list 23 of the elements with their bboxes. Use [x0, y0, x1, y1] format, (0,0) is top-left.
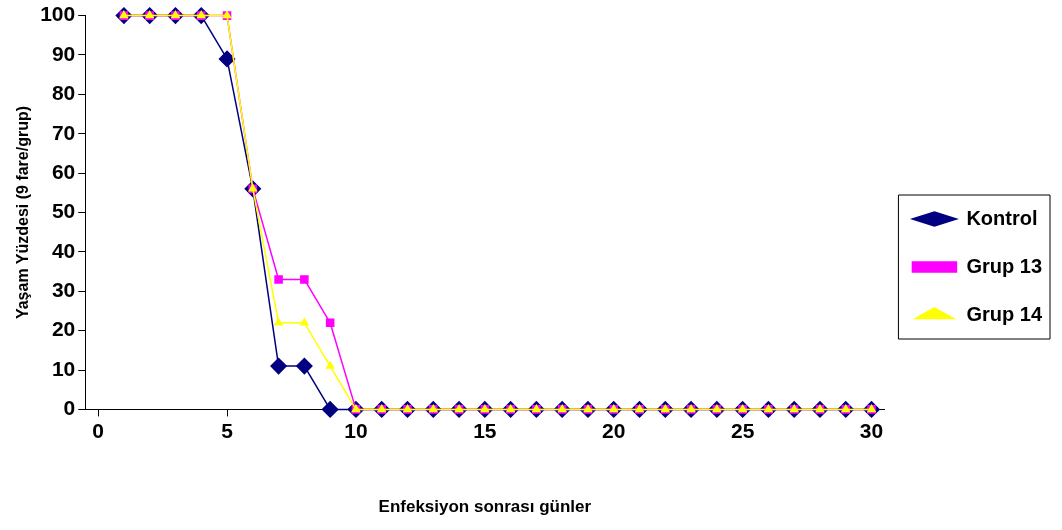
- x-tick-label: 20: [602, 418, 626, 442]
- x-tick-label: 15: [473, 418, 497, 442]
- y-axis-title: Yaşam Yüzdesi (9 fare/grup): [14, 105, 32, 320]
- legend-label: Grup 13: [966, 254, 1042, 277]
- x-tick-label: 30: [859, 418, 884, 442]
- y-tick-label: 60: [51, 159, 76, 183]
- x-tick-label: 0: [92, 418, 104, 442]
- y-tick-label: 40: [51, 238, 76, 262]
- x-axis-title: Enfeksiyon sonrası günler: [378, 497, 592, 517]
- y-tick-label: 10: [51, 356, 76, 380]
- y-tick-label: 20: [51, 317, 76, 341]
- y-tick-label: 0: [63, 396, 76, 420]
- y-tick-label: 80: [51, 81, 76, 105]
- x-tick-label: 5: [221, 418, 234, 442]
- y-tick-label: 100: [40, 2, 76, 26]
- legend-label: Kontrol: [966, 206, 1038, 229]
- legend-label: Grup 14: [966, 302, 1043, 325]
- y-tick-label: 50: [51, 199, 76, 223]
- x-tick-label: 25: [730, 418, 755, 442]
- y-tick-label: 70: [51, 120, 76, 144]
- y-tick-label: 30: [51, 278, 76, 302]
- y-tick-label: 90: [51, 41, 76, 65]
- x-tick-label: 10: [344, 418, 368, 442]
